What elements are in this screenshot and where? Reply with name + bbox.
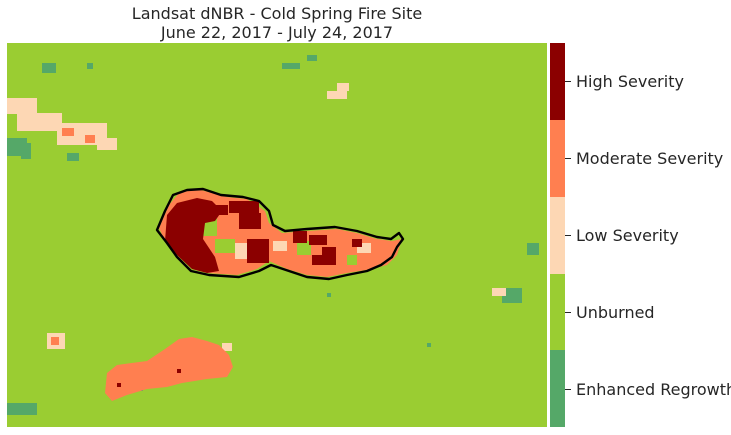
high-severity-core [165,198,362,273]
legend-label-low-severity: Low Severity [565,225,679,245]
legend-label-enhanced-regrowth: Enhanced Regrowth [565,379,731,399]
legend-swatch-high-severity [550,43,565,120]
fire-perimeter [155,187,405,281]
legend-label-high-severity: High Severity [565,71,684,91]
dnbr-map [7,43,547,427]
moderate-severity-scattered [51,128,95,345]
legend-swatch-unburned [550,274,565,350]
legend-swatch-enhanced-regrowth [550,350,565,427]
south-burn-patch [105,337,233,401]
title-line-2: June 22, 2017 - July 24, 2017 [160,23,394,42]
legend-swatch-moderate-severity [550,120,565,197]
dnbr-raster [7,43,547,427]
legend-label-unburned: Unburned [565,302,655,322]
legend-swatch-low-severity [550,197,565,274]
legend-label-moderate-severity: Moderate Severity [565,148,723,168]
map-title: Landsat dNBR - Cold Spring Fire Site Jun… [7,4,547,42]
legend-colorbar [550,43,565,427]
legend-labels: High Severity Moderate Severity Low Seve… [565,43,731,427]
title-line-1: Landsat dNBR - Cold Spring Fire Site [131,4,423,23]
enhanced-regrowth-patches [7,55,539,415]
